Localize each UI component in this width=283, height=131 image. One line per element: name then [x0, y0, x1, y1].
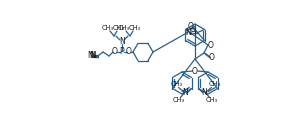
Text: N: N: [87, 51, 93, 61]
Text: CH₃: CH₃: [208, 81, 220, 88]
Text: N: N: [90, 51, 96, 61]
Text: N: N: [201, 88, 207, 97]
Text: O: O: [188, 22, 194, 31]
Text: N: N: [183, 88, 188, 97]
Text: CH₃: CH₃: [205, 97, 218, 103]
Text: O: O: [192, 67, 198, 75]
Text: O: O: [208, 40, 214, 50]
Text: O: O: [112, 48, 118, 56]
Text: CH₃: CH₃: [129, 25, 141, 31]
Text: NH: NH: [185, 28, 196, 37]
Text: CH₃: CH₃: [118, 25, 130, 31]
Text: CH₃: CH₃: [102, 25, 114, 31]
Text: CH₃: CH₃: [113, 25, 125, 31]
Text: O: O: [209, 53, 215, 62]
Text: CH₃: CH₃: [170, 81, 183, 88]
Text: N: N: [89, 51, 95, 61]
Text: CH₃: CH₃: [172, 97, 185, 103]
Text: P: P: [120, 48, 124, 56]
Text: N: N: [119, 37, 125, 47]
Text: O: O: [126, 48, 132, 56]
